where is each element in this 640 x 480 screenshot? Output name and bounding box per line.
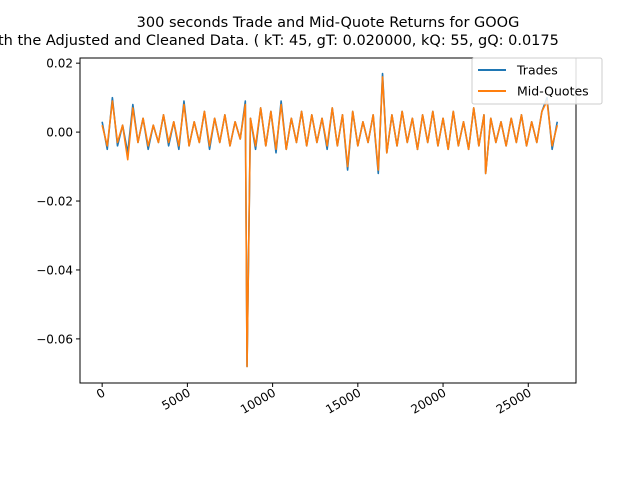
series-line-mid-quotes bbox=[101, 76, 559, 368]
legend-label-trades: Trades bbox=[516, 63, 558, 78]
y-tick-label: −0.06 bbox=[36, 332, 73, 346]
chart-title: 300 seconds Trade and Mid-Quote Returns … bbox=[137, 15, 520, 31]
y-tick-label: −0.04 bbox=[36, 263, 73, 277]
plot-frame bbox=[79, 57, 577, 384]
y-tick-label: −0.02 bbox=[36, 195, 73, 209]
legend: Trades Mid-Quotes bbox=[471, 57, 603, 105]
legend-label-mid-quotes: Mid-Quotes bbox=[517, 84, 589, 99]
y-tick-label: 0.00 bbox=[46, 126, 73, 140]
chart-subtitle: th the Adjusted and Cleaned Data. ( kT: … bbox=[0, 33, 559, 49]
y-tick-label: 0.02 bbox=[46, 57, 73, 71]
y-axis: 0.02 0.00 −0.02 −0.04 −0.06 bbox=[36, 57, 80, 346]
plot-background bbox=[80, 58, 576, 383]
series-layer bbox=[101, 72, 559, 368]
plot-area bbox=[79, 57, 577, 384]
